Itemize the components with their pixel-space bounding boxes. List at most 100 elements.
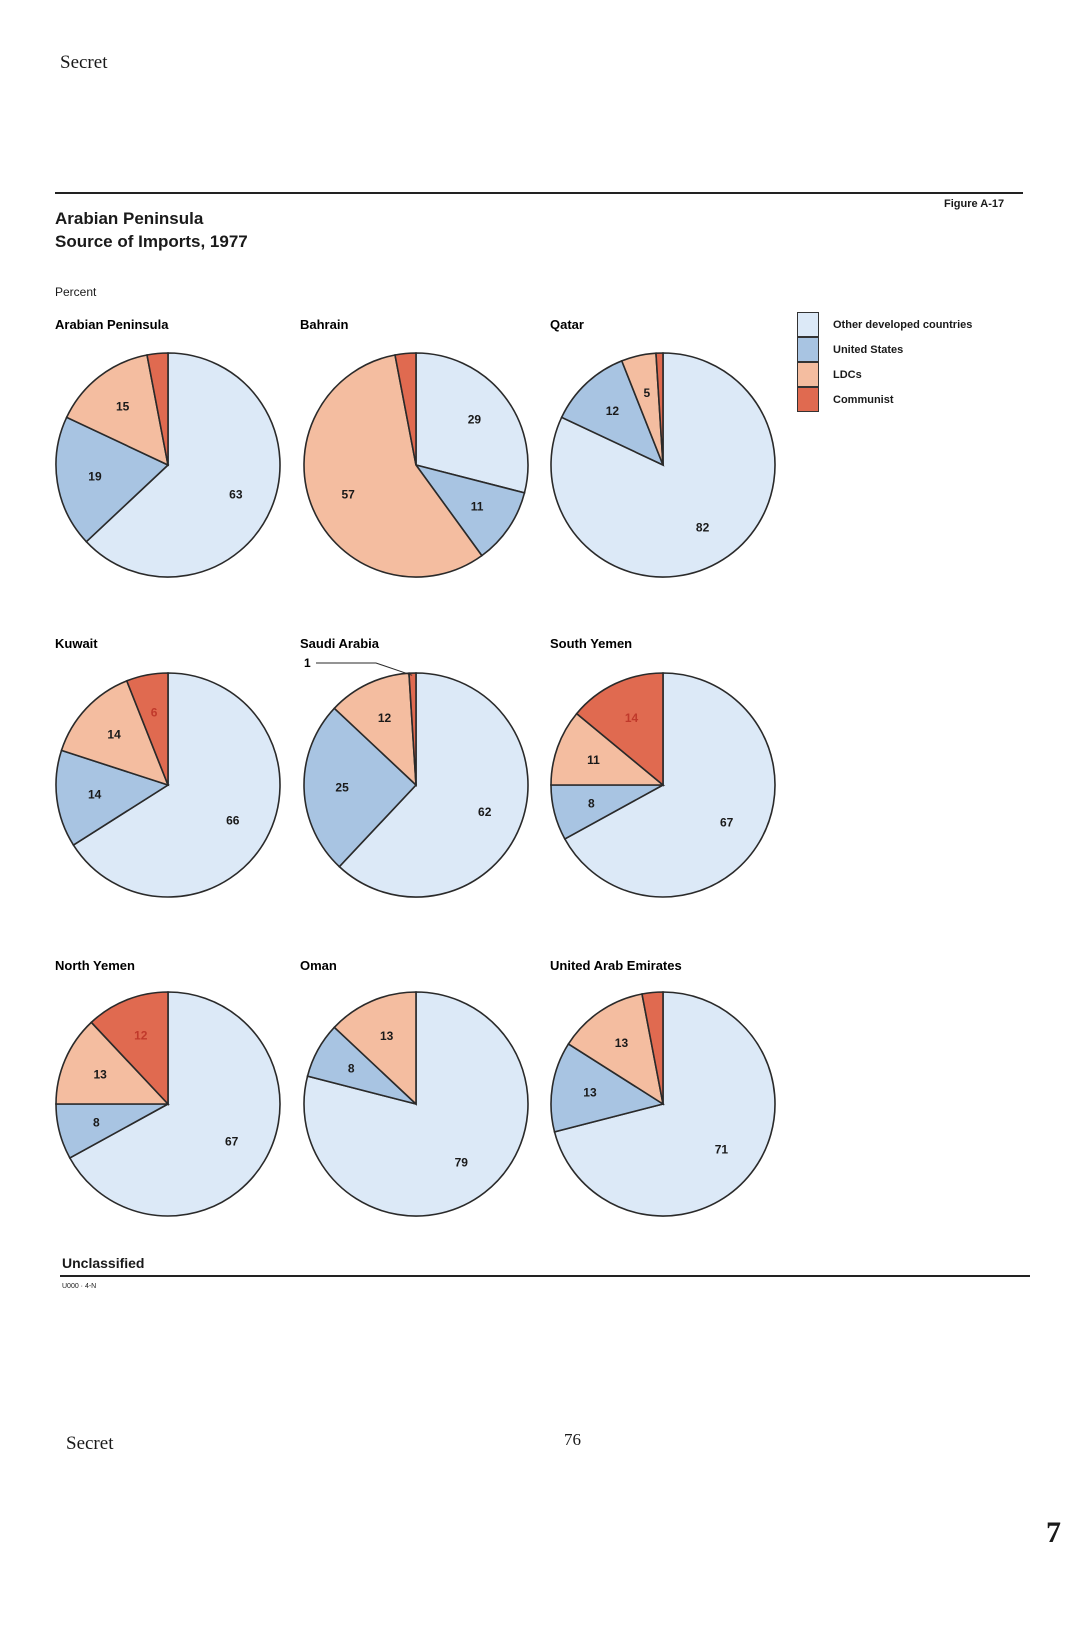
callout-label: 1 <box>304 656 311 670</box>
pie-title: South Yemen <box>550 636 632 651</box>
slice-label: 12 <box>134 1028 148 1042</box>
footer-code: U000 · 4-N <box>62 1283 97 1290</box>
legend-item: LDCs <box>797 362 972 387</box>
slice-other-developed <box>415 352 529 494</box>
slice-united-states <box>55 416 170 543</box>
slice-label: 12 <box>378 711 392 725</box>
slice-label: 71 <box>715 1142 729 1156</box>
edge-number: 7 <box>1046 1516 1061 1549</box>
slice-label: 57 <box>341 487 355 501</box>
slice-other-developed <box>563 672 776 898</box>
pie-saudi-arabia: Saudi Arabia 62 25 12 1 <box>300 636 529 898</box>
slice-label: 66 <box>226 814 240 828</box>
bottom-rule <box>60 1275 1030 1277</box>
slice-label: 8 <box>93 1115 100 1129</box>
legend-label: Communist <box>833 393 894 406</box>
slice-label: 13 <box>93 1068 107 1082</box>
figure-label: Figure A-17 <box>944 198 1005 210</box>
slice-label: 25 <box>335 780 349 794</box>
slice-label: 5 <box>644 386 651 400</box>
header-classification: Secret <box>60 52 108 73</box>
pie-title: Bahrain <box>300 317 348 332</box>
slice-label: 29 <box>468 413 482 427</box>
legend-item: Communist <box>797 387 972 412</box>
pie-north-yemen: North Yemen 67 8 13 12 <box>55 958 281 1217</box>
slice-label: 11 <box>587 753 600 767</box>
slice-label: 79 <box>455 1155 469 1169</box>
pie-title: Kuwait <box>55 636 98 651</box>
units-label: Percent <box>55 285 97 299</box>
slice-ldcs <box>303 354 483 578</box>
slice-label: 82 <box>696 520 710 534</box>
slice-ldcs <box>567 993 665 1106</box>
chart-subtitle: Source of Imports, 1977 <box>55 232 248 251</box>
slice-label: 15 <box>116 400 130 414</box>
slice-communist <box>394 352 417 466</box>
legend-label: Other developed countries <box>833 318 973 331</box>
pie-title: Oman <box>300 958 337 973</box>
slice-label: 6 <box>151 705 158 719</box>
legend: Other developed countries United States … <box>797 312 972 412</box>
slice-label: 8 <box>348 1061 355 1075</box>
slice-label: 14 <box>88 787 102 801</box>
slice-communist <box>146 352 169 466</box>
slice-united-states <box>560 359 665 467</box>
slice-ldcs <box>550 712 666 786</box>
slice-ldcs <box>55 1021 170 1105</box>
pie-title: Saudi Arabia <box>300 636 380 651</box>
slice-label: 13 <box>615 1036 629 1050</box>
legend-label: United States <box>833 343 904 356</box>
pie-arabian-peninsula: Arabian Peninsula 63 19 15 <box>55 317 281 578</box>
legend-item: United States <box>797 337 972 362</box>
legend-swatch-ldcs <box>797 362 819 387</box>
legend-swatch-other-developed <box>797 312 819 337</box>
bottom-classification: Secret <box>66 1433 114 1454</box>
slice-label: 12 <box>606 404 620 418</box>
slice-label: 13 <box>380 1029 394 1043</box>
slice-communist <box>125 672 169 786</box>
slice-other-developed <box>338 672 529 898</box>
slice-communist <box>641 991 664 1105</box>
legend-swatch-communist <box>797 387 819 412</box>
pie-title: North Yemen <box>55 958 135 973</box>
page-number: 76 <box>564 1430 581 1449</box>
slice-label: 67 <box>225 1135 239 1149</box>
slice-united-states <box>303 707 418 868</box>
slice-label: 13 <box>583 1085 597 1099</box>
legend-swatch-united-states <box>797 337 819 362</box>
pie-qatar: Qatar 82 12 5 <box>550 317 776 578</box>
slice-communist <box>90 991 169 1107</box>
pie-title: Arabian Peninsula <box>55 317 169 332</box>
chart-title-block: Arabian Peninsula Source of Imports, 197… <box>55 207 248 253</box>
slice-other-developed <box>68 991 281 1217</box>
slice-label: 63 <box>229 487 243 501</box>
slice-communist <box>408 672 417 786</box>
slice-label: 19 <box>88 470 102 484</box>
pie-title: Qatar <box>550 317 584 332</box>
slice-ldcs <box>65 354 170 467</box>
legend-item: Other developed countries <box>797 312 972 337</box>
slice-label: 14 <box>625 711 639 725</box>
slice-united-states <box>550 1042 665 1133</box>
slice-ldcs <box>333 991 417 1106</box>
slice-label: 62 <box>478 805 492 819</box>
slice-ldcs <box>60 679 170 787</box>
chart-title: Arabian Peninsula <box>55 209 204 228</box>
slice-other-developed <box>553 991 776 1217</box>
pie-title: United Arab Emirates <box>550 958 682 973</box>
top-rule <box>55 192 1023 194</box>
slice-label: 14 <box>107 727 121 741</box>
slice-united-states <box>55 749 170 847</box>
legend-label: LDCs <box>833 368 862 381</box>
pie-oman: Oman 79 8 13 <box>300 958 529 1217</box>
pie-kuwait: Kuwait 66 14 14 6 <box>55 636 281 898</box>
pie-south-yemen: South Yemen 67 8 11 14 <box>550 636 776 898</box>
slice-communist <box>575 672 664 787</box>
slice-label: 11 <box>471 500 484 514</box>
slice-other-developed <box>72 672 281 898</box>
slice-label: 8 <box>588 796 595 810</box>
callout-line <box>316 662 413 676</box>
slice-communist <box>655 352 664 466</box>
slice-united-states <box>414 463 526 557</box>
